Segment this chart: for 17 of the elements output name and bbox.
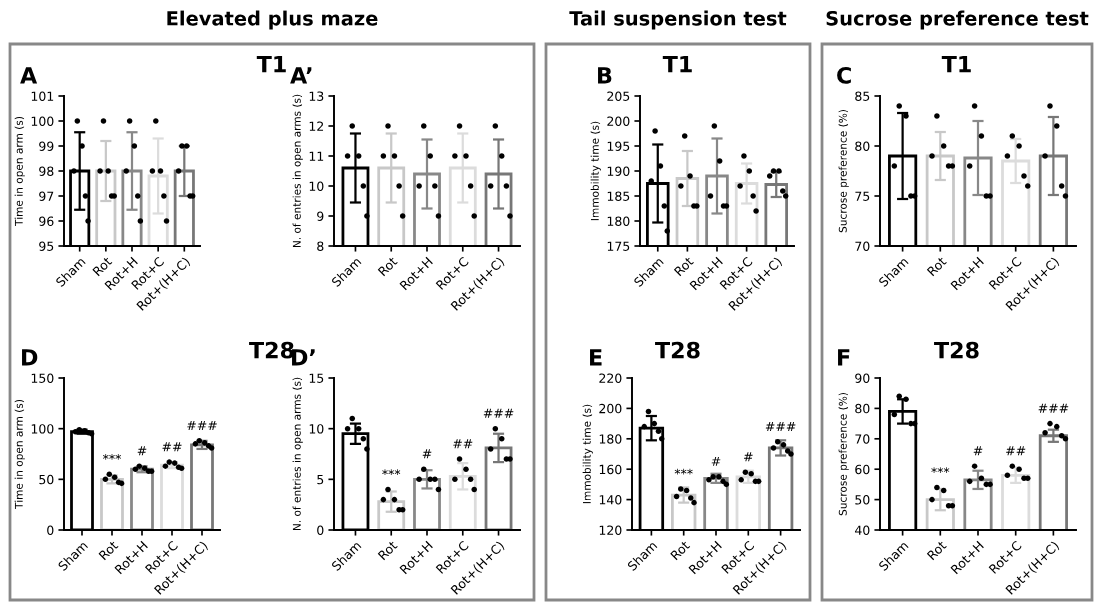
text: Tail suspension test <box>569 10 787 30</box>
chart-title: D’ <box>292 349 315 366</box>
text: T1 <box>256 55 286 73</box>
chart-title: A’ <box>290 67 312 84</box>
text: T1 <box>662 55 692 73</box>
chart-title: F <box>838 349 850 366</box>
text: Sucrose preference test <box>826 10 1089 30</box>
text: T28 <box>934 341 979 359</box>
chart-title: E <box>590 349 602 366</box>
chart-title: C <box>837 66 851 84</box>
text: T28 <box>655 341 700 359</box>
chart-title: B <box>598 67 612 84</box>
text: T1 <box>941 55 971 73</box>
chart-title: D <box>22 349 38 366</box>
text: T28 <box>249 341 294 359</box>
chart-title: A <box>20 67 38 84</box>
text: Elevated plus maze <box>167 10 378 30</box>
